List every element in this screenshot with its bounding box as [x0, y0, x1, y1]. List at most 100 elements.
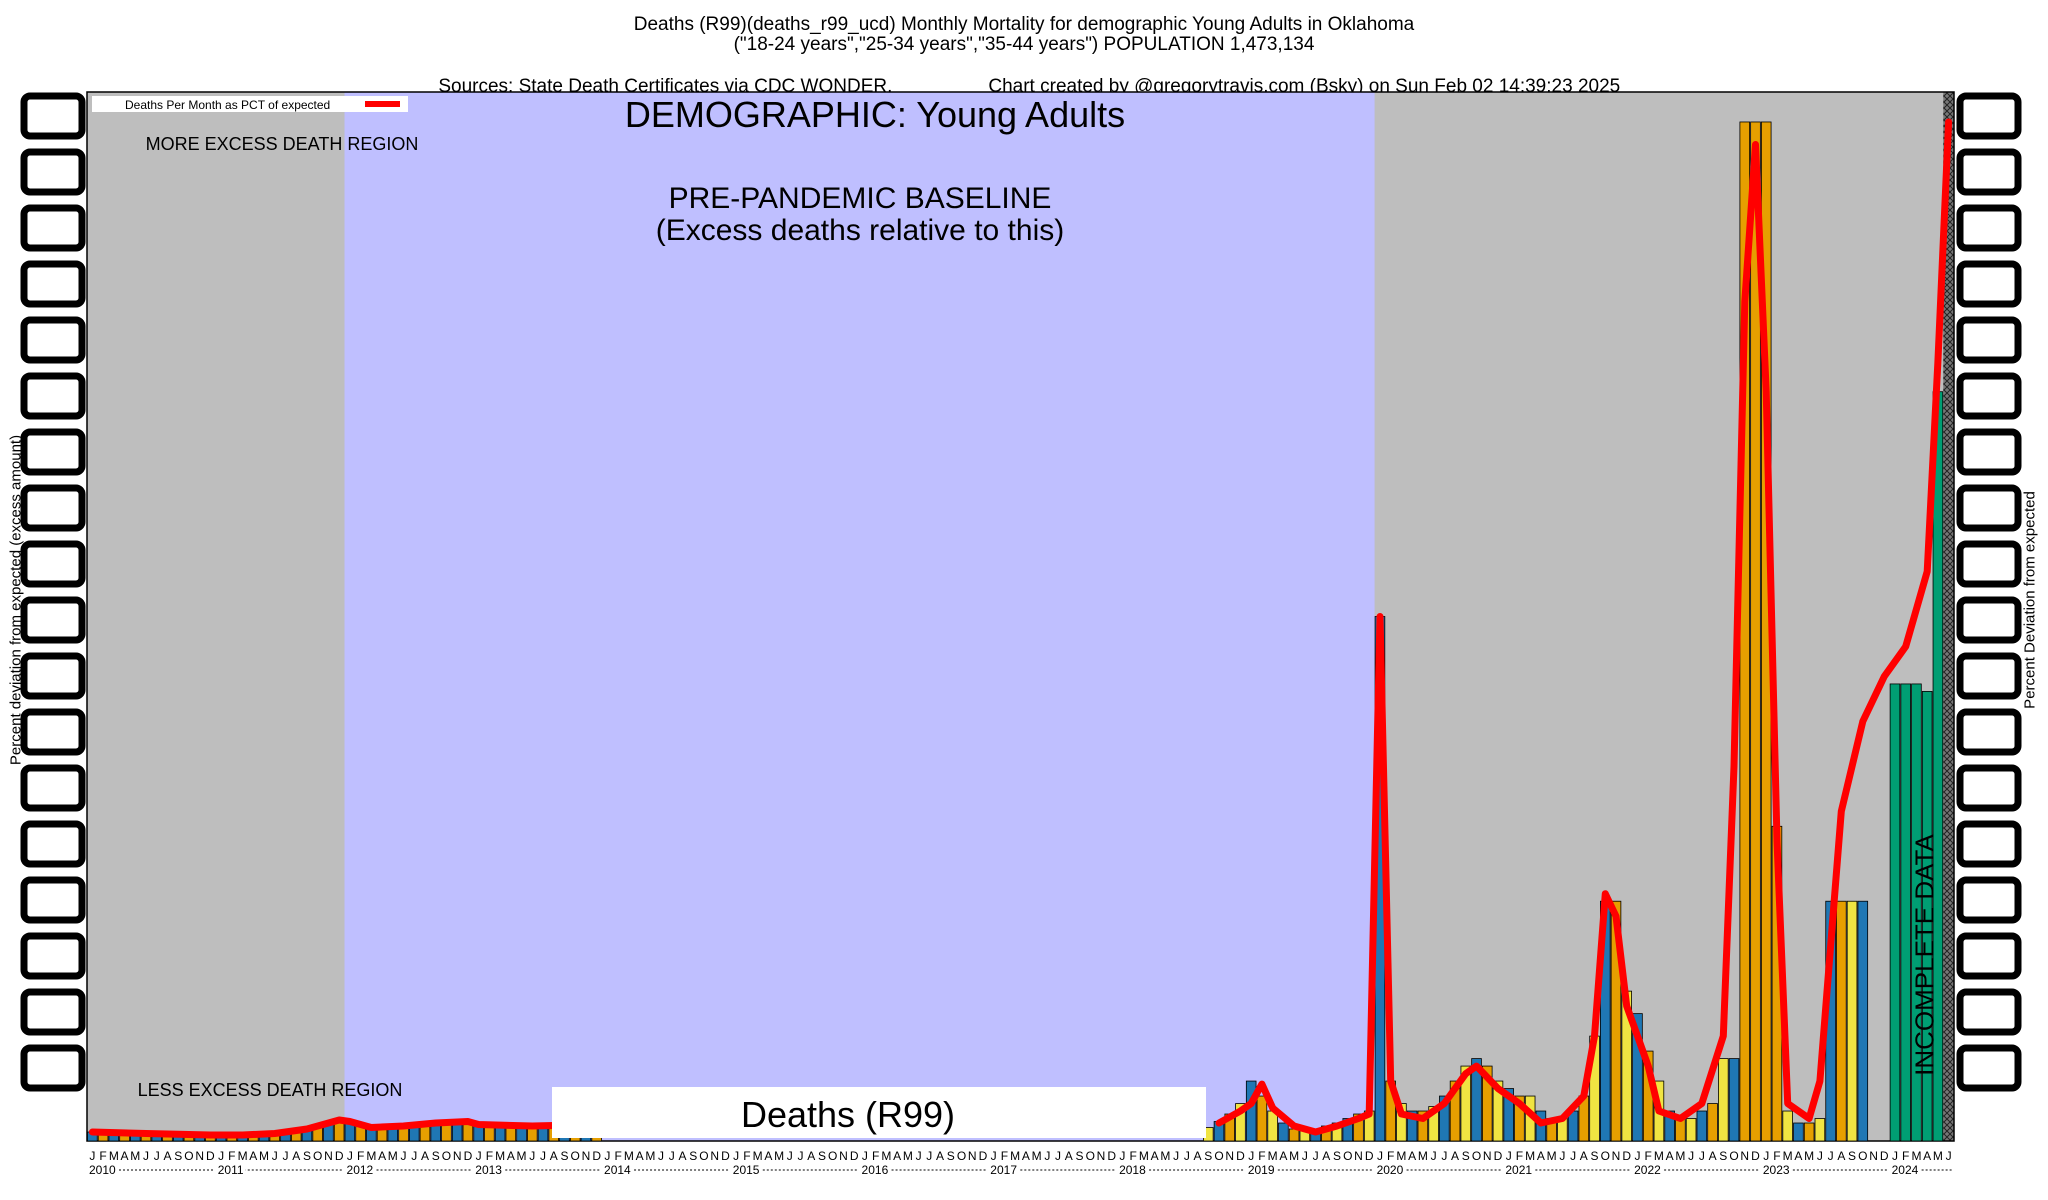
x-tick-month: A	[1709, 1149, 1717, 1163]
x-tick-month: M	[1418, 1149, 1428, 1163]
x-tick-month: S	[1462, 1149, 1470, 1163]
x-tick-month: S	[432, 1149, 440, 1163]
x-tick-month: J	[1828, 1149, 1834, 1163]
legend-label: Deaths Per Month as PCT of expected	[125, 98, 330, 112]
x-tick-month: A	[1194, 1149, 1202, 1163]
x-tick-month: O	[1858, 1149, 1867, 1163]
x-tick-month: S	[1719, 1149, 1727, 1163]
x-tick-month: M	[1268, 1149, 1278, 1163]
x-tick-month: N	[324, 1149, 333, 1163]
x-tick-month: O	[1472, 1149, 1481, 1163]
x-tick-month: M	[109, 1149, 119, 1163]
x-tick-month: J	[154, 1149, 160, 1163]
plot-frame	[86, 91, 1955, 1142]
x-tick-month: A	[807, 1149, 815, 1163]
y-axis-tick-cluster-left	[20, 596, 86, 644]
y-axis-tick-cluster-left	[20, 1044, 86, 1092]
x-tick-month: S	[1204, 1149, 1212, 1163]
x-tick-year: 2018	[1119, 1163, 1146, 1177]
x-tick-month: A	[421, 1149, 429, 1163]
x-tick-month: A	[1923, 1149, 1931, 1163]
bar-2020-10	[1471, 1058, 1482, 1142]
y-axis-tick-cluster-left	[20, 316, 86, 364]
x-tick-month: J	[669, 1149, 675, 1163]
x-tick-month: A	[893, 1149, 901, 1163]
x-tick-month: N	[1483, 1149, 1492, 1163]
x-tick-month: D	[1365, 1149, 1374, 1163]
x-tick-month: O	[1729, 1149, 1738, 1163]
x-tick-month: M	[388, 1149, 398, 1163]
x-tick-month: S	[303, 1149, 311, 1163]
bar-2024-04	[1921, 691, 1933, 1142]
y-axis-tick-cluster-left	[20, 988, 86, 1036]
x-tick-month: J	[798, 1149, 804, 1163]
y-axis-tick-cluster-right	[1956, 652, 2022, 700]
x-tick-month: J	[89, 1149, 95, 1163]
x-tick-year: 2024	[1892, 1163, 1919, 1177]
x-tick-month: F	[614, 1149, 621, 1163]
y-axis-tick-cluster-left	[20, 820, 86, 868]
x-tick-month: J	[1559, 1149, 1565, 1163]
x-tick-month: J	[1634, 1149, 1640, 1163]
x-tick-month: M	[881, 1149, 891, 1163]
y-axis-tick-cluster-left	[20, 764, 86, 812]
x-tick-month: N	[1097, 1149, 1106, 1163]
x-tick-month: D	[1236, 1149, 1245, 1163]
y-axis-tick-cluster-right	[1956, 372, 2022, 420]
bar-2020-11	[1481, 1065, 1493, 1142]
x-tick-month: D	[1107, 1149, 1116, 1163]
bar-2020-12	[1492, 1080, 1504, 1142]
x-tick-month: F	[1129, 1149, 1136, 1163]
less-excess-region-label: LESS EXCESS DEATH REGION	[138, 1080, 403, 1100]
x-tick-month: A	[1837, 1149, 1845, 1163]
x-tick-month: A	[1408, 1149, 1416, 1163]
chart-title-line1: Deaths (R99)(deaths_r99_ucd) Monthly Mor…	[633, 14, 1415, 35]
x-tick-month: F	[872, 1149, 879, 1163]
x-tick-month: M	[130, 1149, 140, 1163]
y-axis-tick-cluster-left	[20, 652, 86, 700]
x-tick-month: D	[206, 1149, 215, 1163]
x-tick-month: O	[442, 1149, 451, 1163]
y-axis-tick-cluster-left	[20, 484, 86, 532]
bar-2022-01	[1632, 1013, 1643, 1142]
x-tick-month: N	[1354, 1149, 1363, 1163]
x-tick-month: J	[1377, 1149, 1383, 1163]
bar-2019-11	[1353, 1113, 1364, 1142]
bar-2022-09	[1718, 1058, 1729, 1142]
bar-2023-08	[1836, 900, 1847, 1142]
bar-2023-05	[1803, 1122, 1815, 1142]
x-tick-month: M	[517, 1149, 527, 1163]
x-tick-month: N	[839, 1149, 848, 1163]
x-tick-month: J	[1119, 1149, 1125, 1163]
y-axis-tick-cluster-right	[1956, 708, 2022, 756]
incomplete-data-region	[1943, 92, 1954, 1141]
x-tick-month: M	[238, 1149, 248, 1163]
y-axis-tick-cluster-left	[20, 428, 86, 476]
x-tick-month: J	[1044, 1149, 1050, 1163]
x-tick-month: M	[1933, 1149, 1943, 1163]
x-tick-month: D	[592, 1149, 601, 1163]
x-tick-year: 2023	[1763, 1163, 1790, 1177]
y-axis-tick-cluster-left	[20, 92, 86, 140]
chart-title-line2: ("18-24 years","25-34 years","35-44 year…	[733, 34, 1315, 55]
x-tick-month: N	[710, 1149, 719, 1163]
y-axis-tick-cluster-right	[1956, 540, 2022, 588]
x-tick-month: S	[1591, 1149, 1599, 1163]
x-tick-year: 2017	[990, 1163, 1017, 1177]
bar-2019-03	[1267, 1110, 1278, 1142]
x-tick-month: J	[347, 1149, 353, 1163]
x-tick-year: 2019	[1248, 1163, 1275, 1177]
x-tick-month: F	[1773, 1149, 1780, 1163]
bar-2022-06	[1685, 1118, 1697, 1142]
x-tick-month: A	[163, 1149, 171, 1163]
x-tick-year: 2020	[1377, 1163, 1404, 1177]
y-axis-tick-cluster-right	[1956, 92, 2022, 140]
bar-2023-04	[1793, 1122, 1804, 1142]
x-tick-month: M	[903, 1149, 913, 1163]
x-tick-month: O	[571, 1149, 580, 1163]
x-tick-month: M	[774, 1149, 784, 1163]
bar-2022-07	[1696, 1110, 1708, 1142]
x-tick-month: O	[1086, 1149, 1095, 1163]
x-tick-month: O	[828, 1149, 837, 1163]
y-axis-tick-cluster-left	[20, 932, 86, 980]
